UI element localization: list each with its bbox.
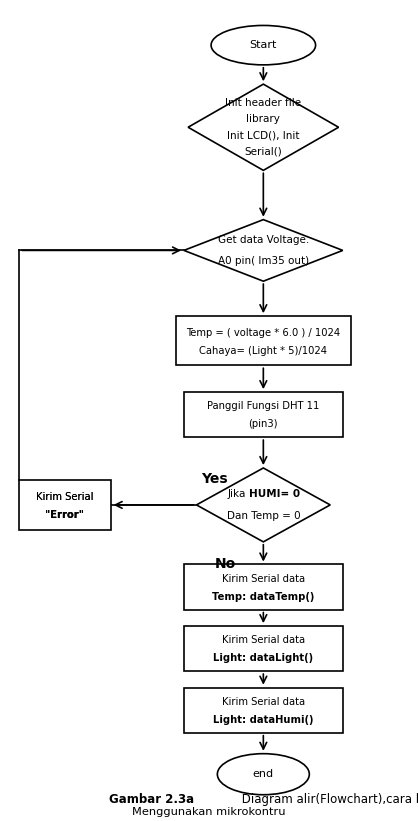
Text: Kirim Serial data: Kirim Serial data	[222, 635, 305, 645]
Polygon shape	[188, 84, 339, 171]
Text: A0 pin( lm35 out): A0 pin( lm35 out)	[218, 256, 309, 266]
Text: Init header file: Init header file	[225, 98, 301, 108]
Text: Get data Voltage.: Get data Voltage.	[218, 235, 309, 245]
Bar	[184, 688, 343, 732]
Bar	[184, 392, 343, 437]
Polygon shape	[196, 468, 330, 542]
Text: Init LCD(), Init: Init LCD(), Init	[227, 131, 300, 140]
Text: Jika: Jika	[227, 489, 249, 499]
Text: Diagram alir(Flowchart),cara kerja: Diagram alir(Flowchart),cara kerja	[238, 793, 418, 806]
Text: Panggil Fungsi DHT 11: Panggil Fungsi DHT 11	[207, 401, 319, 411]
Bar	[184, 565, 343, 609]
Text: Temp = ( voltage * 6.0 ) / 1024: Temp = ( voltage * 6.0 ) / 1024	[186, 328, 340, 337]
Bar	[176, 316, 351, 365]
Text: Menggunakan mikrokontru: Menggunakan mikrokontru	[132, 807, 286, 817]
Text: Serial(): Serial()	[245, 147, 282, 157]
Text: Kirim Serial: Kirim Serial	[36, 492, 94, 502]
Text: Kirim Serial data: Kirim Serial data	[222, 574, 305, 584]
Text: Kirim Serial data: Kirim Serial data	[222, 697, 305, 707]
Text: Gambar 2.3a: Gambar 2.3a	[109, 793, 194, 806]
Bar	[19, 480, 111, 530]
Bar	[184, 626, 343, 672]
Polygon shape	[184, 219, 343, 281]
Text: Kirim Serial: Kirim Serial	[36, 492, 94, 502]
Text: Light: dataLight(): Light: dataLight()	[213, 654, 314, 663]
Text: Light: dataHumi(): Light: dataHumi()	[213, 715, 314, 725]
Text: Yes: Yes	[201, 471, 227, 486]
Text: "Error": "Error"	[45, 510, 84, 520]
Text: (pin3): (pin3)	[249, 420, 278, 429]
Text: Cahaya= (Light * 5)/1024: Cahaya= (Light * 5)/1024	[199, 346, 327, 355]
Text: end: end	[253, 769, 274, 779]
Text: HUMI= 0: HUMI= 0	[249, 489, 300, 499]
Text: Start: Start	[250, 40, 277, 50]
Text: library: library	[246, 114, 280, 124]
Text: Dan Temp = 0: Dan Temp = 0	[227, 511, 300, 521]
Text: Temp: dataTemp(): Temp: dataTemp()	[212, 592, 314, 602]
Ellipse shape	[217, 754, 309, 795]
Text: "Error": "Error"	[45, 510, 84, 520]
Text: No: No	[215, 557, 236, 571]
Ellipse shape	[211, 25, 316, 65]
